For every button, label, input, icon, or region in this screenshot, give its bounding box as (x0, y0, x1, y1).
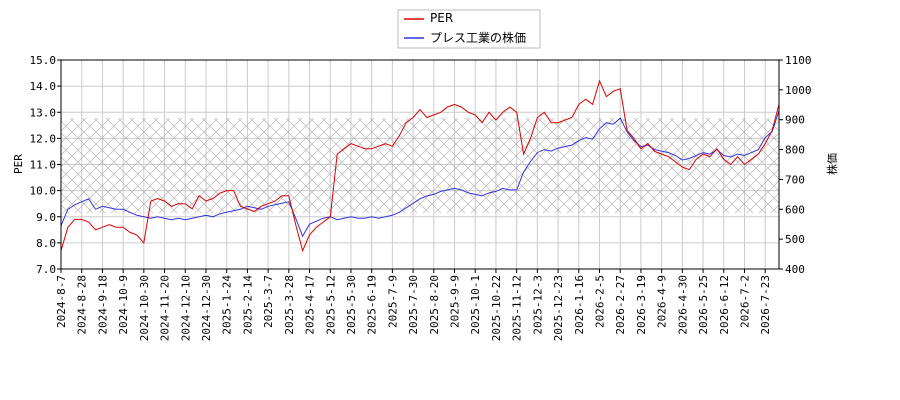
x-tick-label: 2024-9-18 (96, 275, 109, 335)
y2-tick-label: 1100 (785, 54, 812, 67)
x-tick-label: 2025-10-1 (469, 275, 482, 335)
x-tick-label: 2024-8-28 (76, 275, 89, 335)
marks (60, 79, 780, 253)
x-tick-label: 2026-4-9 (656, 275, 669, 328)
y-axis-label: PER (12, 154, 25, 174)
y-tick-label: 15.0 (30, 54, 57, 67)
x-tick-label: 2024-12-30 (200, 275, 213, 341)
legend-label: PER (430, 11, 453, 25)
y2-tick-label: 900 (785, 114, 805, 127)
y2-tick-label: 800 (785, 144, 805, 157)
y2-tick-label: 600 (785, 203, 805, 216)
x-tick-label: 2026-2-5 (594, 275, 607, 328)
legend: PER プレス工業の株価 (397, 9, 541, 49)
x-tick-label: 2025-8-20 (428, 275, 441, 335)
y-tick-label: 12.0 (30, 132, 57, 145)
x-tick-label: 2025-5-30 (345, 275, 358, 335)
y-tick-label: 10.0 (30, 185, 57, 198)
y2-tick-label: 1000 (785, 84, 812, 97)
x-tick-label: 2024-10-9 (117, 275, 130, 335)
y-tick-label: 13.0 (30, 106, 57, 119)
x-tick-label: 2025-4-17 (304, 275, 317, 335)
x-tick-label: 2025-12-23 (552, 275, 565, 341)
y2-tick-label: 500 (785, 233, 805, 246)
x-tick-label: 2025-5-12 (324, 275, 337, 335)
x-tick-label: 2025-7-30 (407, 275, 420, 335)
x-tick-label: 2025-1-24 (221, 275, 234, 335)
x-tick-label: 2025-11-12 (511, 275, 524, 341)
x-tick-label: 2026-7-23 (759, 275, 772, 335)
x-tick-label: 2024-12-10 (179, 275, 192, 341)
x-tick-label: 2025-12-3 (531, 275, 544, 335)
x-tick-label: 2026-7-2 (738, 275, 751, 328)
x-tick-label: 2026-1-16 (573, 275, 586, 335)
legend-label: プレス工業の株価 (430, 30, 526, 45)
x-tick-label: 2026-3-19 (635, 275, 648, 335)
y2-tick-label: 700 (785, 173, 805, 186)
y-tick-label: 7.0 (36, 263, 56, 276)
series-line (60, 79, 780, 253)
hatched-band (61, 118, 779, 213)
x-tick-label: 2024-8-7 (55, 275, 68, 328)
y-tick-label: 9.0 (36, 211, 56, 224)
x-tick-label: 2024-11-20 (159, 275, 172, 341)
series-line (60, 110, 780, 238)
x-tick-label: 2025-3-7 (262, 275, 275, 328)
y2-tick-label: 400 (785, 263, 805, 276)
x-tick-label: 2026-5-25 (697, 275, 710, 335)
x-tick-label: 2026-4-30 (676, 275, 689, 335)
y-tick-label: 14.0 (30, 80, 57, 93)
y-tick-label: 8.0 (36, 237, 56, 250)
x-tick-label: 2025-2-14 (241, 275, 254, 335)
x-tick-label: 2025-10-22 (490, 275, 503, 341)
y-tick-label: 11.0 (30, 159, 57, 172)
x-tick-label: 2024-10-30 (138, 275, 151, 341)
x-tick-label: 2026-6-12 (718, 275, 731, 335)
legend-box (397, 9, 541, 49)
x-tick-label: 2026-2-27 (614, 275, 627, 335)
x-tick-label: 2025-3-28 (283, 275, 296, 335)
x-tick-label: 2025-7-9 (386, 275, 399, 328)
x-tick-label: 2025-6-19 (366, 275, 379, 335)
x-tick-label: 2025-9-9 (449, 275, 462, 328)
y2-axis-label: 株価 (825, 153, 839, 175)
